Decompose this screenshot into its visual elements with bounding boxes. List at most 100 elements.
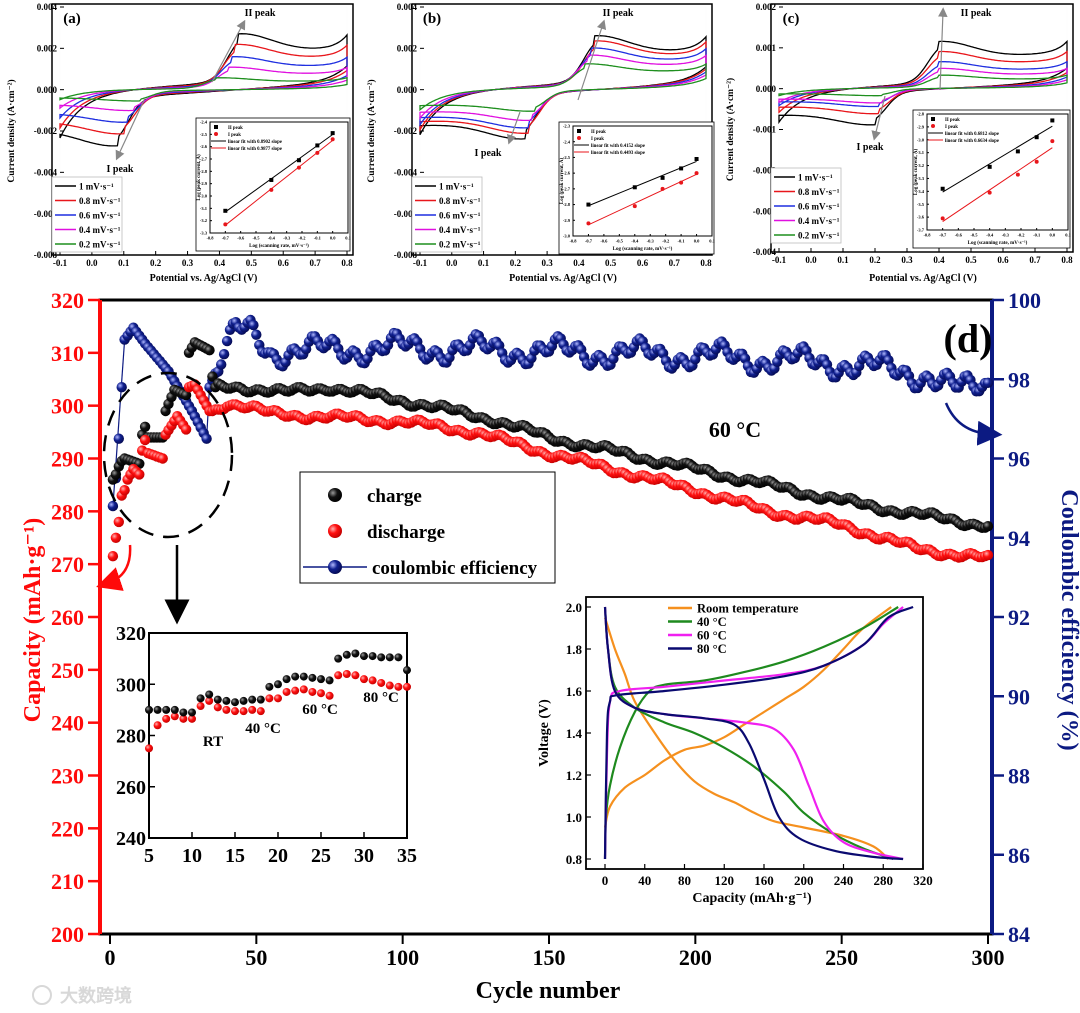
- x-tick-label: 0.0: [330, 236, 336, 241]
- x-tick-label: 0.7: [309, 258, 321, 268]
- y-tick-label: -3.7: [917, 228, 925, 233]
- x-tick-label: 0.2: [510, 258, 522, 268]
- charge-point: [351, 649, 360, 658]
- right-tick-label: 90: [1008, 684, 1030, 709]
- left-axis-arrow: [96, 544, 132, 591]
- ce-point: [982, 377, 994, 388]
- x-tick-label: 0.7: [669, 258, 681, 268]
- y-tick-label: 0.000: [756, 84, 777, 94]
- x-tick-label: 0: [105, 945, 116, 970]
- y-tick-label: -2.6: [200, 144, 208, 149]
- discharge-point: [188, 714, 196, 723]
- panel-label: (d): [944, 316, 993, 361]
- discharge-point: [248, 705, 257, 714]
- inset-legend-entry: linear fit with 0.6634 slope: [945, 139, 999, 144]
- y-tick-label: 0.002: [397, 43, 418, 53]
- x-tick-label: 0.3: [182, 258, 194, 268]
- y-tick-label: 240: [116, 828, 146, 850]
- left-tick-label: 220: [51, 816, 84, 841]
- charge-curve: [603, 606, 892, 828]
- y-tick-label: -0.008: [34, 250, 58, 260]
- charge-point: [334, 654, 343, 663]
- plot-frame: [926, 113, 1069, 231]
- legend-marker: [328, 524, 342, 538]
- ce-point: [201, 433, 212, 444]
- y-tick-label: 1.0: [566, 810, 582, 825]
- legend-marker: [214, 125, 218, 129]
- legend-frame: [299, 471, 556, 584]
- temperature-label: 60 °C: [302, 702, 338, 718]
- x-tick-label: -0.2: [1017, 233, 1025, 238]
- x-axis-title: Potential vs. Ag/AgCl (V): [150, 273, 258, 284]
- ce-point: [218, 349, 230, 360]
- fit-line: [942, 125, 1053, 193]
- plot-frame: [572, 125, 713, 237]
- legend-entry: 0.6 mV·s⁻¹: [79, 211, 121, 221]
- x-tick-label: 30: [354, 845, 374, 867]
- rate-legend: 1 mV·s⁻¹ 0.8 mV·s⁻¹ 0.6 mV·s⁻¹ 0.4 mV·s⁻¹ 0.…: [411, 176, 483, 253]
- y-tick-label: -3.4: [917, 189, 925, 194]
- y-tick-label: -2.8: [917, 112, 925, 117]
- y-tick-label: 0.001: [756, 43, 777, 53]
- x-tick-label: 0.4: [573, 258, 585, 268]
- y-tick-label: -0.002: [34, 126, 58, 136]
- left-tick-label: 320: [51, 288, 84, 313]
- y-tick-label: -0.003: [753, 206, 777, 216]
- y-tick-label: 0.002: [37, 43, 58, 53]
- x-tick-label: 150: [533, 945, 566, 970]
- x-tick-label: -0.8: [923, 233, 931, 238]
- discharge-point: [274, 694, 282, 703]
- x-tick-label: -0.4: [986, 233, 994, 238]
- x-tick-label: -0.3: [1002, 233, 1010, 238]
- discharge-point: [325, 691, 334, 700]
- charge-point: [180, 389, 192, 401]
- legend-entry: 0.4 mV·s⁻¹: [439, 225, 481, 235]
- x-tick-label: -0.1: [1033, 233, 1041, 238]
- x-tick-label: -0.5: [252, 236, 260, 241]
- legend-entry: 0.8 mV·s⁻¹: [79, 196, 121, 206]
- charge-point: [317, 675, 325, 684]
- x-tick-label: 40: [638, 873, 651, 888]
- x-tick-label: 0: [602, 873, 609, 888]
- y-tick-label: -3.5: [917, 202, 925, 207]
- y-axis-title: Current density (A·cm⁻²): [366, 79, 377, 182]
- x-tick-label: -0.2: [298, 236, 306, 241]
- II-peak-point: [330, 131, 335, 136]
- y-tick-label: 0.004: [397, 2, 418, 12]
- y-tick-label: -3.3: [200, 231, 208, 236]
- x-tick-label: 200: [794, 873, 814, 888]
- x-tick-label: 0.6: [278, 258, 290, 268]
- y-tick-label: 1.6: [566, 684, 583, 699]
- legend-entry: 0.2 mV·s⁻¹: [439, 240, 481, 250]
- watermark-icon: [32, 985, 52, 1005]
- charge-point: [231, 698, 239, 707]
- y-tick-label: -0.008: [394, 250, 418, 260]
- x-tick-label: -0.1: [413, 258, 428, 268]
- cv-curve: [419, 54, 707, 122]
- legend-entry: discharge: [367, 522, 445, 543]
- x-tick-label: -0.7: [939, 233, 947, 238]
- x-tick-label: 0.8: [341, 258, 353, 268]
- discharge-point: [205, 696, 214, 705]
- charge-point: [342, 650, 351, 659]
- left-tick-label: 290: [51, 447, 84, 472]
- x-tick-label: 80: [678, 873, 691, 888]
- x-tick-label: 300: [972, 945, 1005, 970]
- discharge-point: [134, 469, 145, 480]
- y-tick-label: -2.3: [563, 124, 571, 129]
- charge-point: [308, 673, 317, 682]
- II-peak-point: [1050, 118, 1055, 123]
- x-tick-label: 0.0: [446, 258, 458, 268]
- I-peak-point: [987, 190, 992, 195]
- legend-entry: 60 °C: [697, 629, 727, 643]
- charge-point: [299, 672, 308, 681]
- x-tick-label: 0.8: [700, 258, 712, 268]
- charge-point: [325, 676, 334, 685]
- x-tick-label: 0.3: [901, 255, 913, 265]
- log-inset: -0.8 -0.7 -0.6 -0.5 -0.4 -0.3 -0.2 -0.1 0.0 0.1 -2…: [195, 117, 352, 252]
- discharge-point: [213, 703, 222, 712]
- inset-frame: [195, 117, 351, 252]
- charge-point: [204, 345, 215, 356]
- II-peak-point: [632, 185, 637, 190]
- x-tick-label: 120: [715, 873, 735, 888]
